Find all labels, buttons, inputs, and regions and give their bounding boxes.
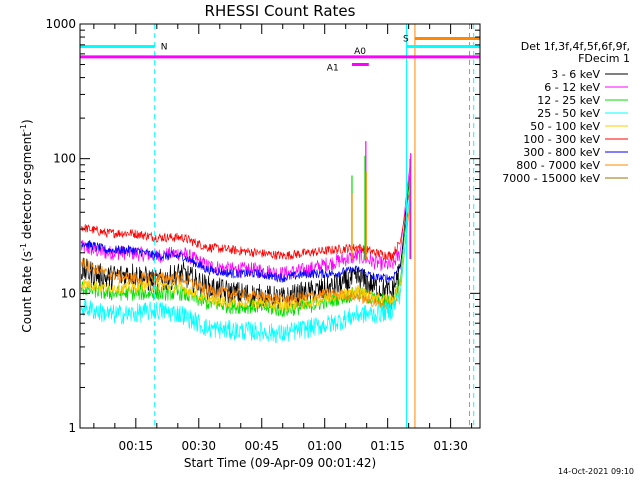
legend-header-0: Det 1f,3f,4f,5f,6f,9f, bbox=[521, 40, 630, 53]
attenuator-label-0: A0 bbox=[354, 47, 366, 57]
series-line-4 bbox=[80, 189, 412, 312]
timestamp: 14-Oct-2021 09:10 bbox=[558, 467, 634, 476]
plot-frame bbox=[79, 23, 481, 429]
saa-label-0: S bbox=[403, 35, 409, 45]
plot-area: N A0 A1 S bbox=[80, 24, 480, 428]
x-tick-label-0: 00:15 bbox=[119, 439, 154, 453]
attenuator-label-1: A1 bbox=[327, 64, 339, 74]
chart-title: RHESSI Count Rates bbox=[205, 2, 356, 20]
x-tick-label-2: 00:45 bbox=[244, 439, 279, 453]
legend-label-1: 6 - 12 keV bbox=[544, 81, 600, 94]
y-tick-label-2: 100 bbox=[53, 152, 76, 166]
y-axis-label-part2: detector segment bbox=[20, 132, 34, 243]
night-label-0: N bbox=[161, 43, 168, 53]
legend-label-4: 50 - 100 keV bbox=[530, 120, 600, 133]
y-tick-label-3: 1000 bbox=[45, 17, 76, 31]
legend: Det 1f,3f,4f,5f,6f,9f,FDecim 1 3 - 6 keV6… bbox=[502, 40, 630, 185]
y-axis-label-part3: ) bbox=[20, 119, 34, 124]
y-tick-label-1: 10 bbox=[61, 286, 76, 300]
legend-label-0: 3 - 6 keV bbox=[551, 68, 600, 81]
x-tick-label-4: 01:15 bbox=[370, 439, 405, 453]
legend-label-5: 100 - 300 keV bbox=[523, 133, 600, 146]
y-axis-label-sup2: -1 bbox=[19, 124, 28, 132]
y-tick-label-0: 1 bbox=[68, 421, 76, 435]
series-line-7 bbox=[80, 199, 412, 311]
series-line-5 bbox=[80, 188, 411, 262]
y-axis: 1 10 100 1000 bbox=[45, 17, 480, 435]
x-tick-label-1: 00:30 bbox=[181, 439, 216, 453]
x-tick-label-5: 01:30 bbox=[433, 439, 468, 453]
y-axis-label-sup1: -1 bbox=[19, 243, 28, 251]
x-axis: 00:15 00:30 00:45 01:00 01:15 01:30 bbox=[93, 24, 473, 453]
series-line-6 bbox=[80, 194, 412, 283]
series-line-0 bbox=[80, 165, 412, 311]
legend-label-3: 25 - 50 keV bbox=[537, 107, 600, 120]
legend-label-7: 800 - 7000 keV bbox=[516, 159, 600, 172]
legend-label-2: 12 - 25 keV bbox=[537, 94, 600, 107]
legend-label-6: 300 - 800 keV bbox=[523, 146, 600, 159]
x-axis-label: Start Time (09-Apr-09 00:01:42) bbox=[184, 456, 376, 470]
series-line-3 bbox=[80, 180, 412, 344]
legend-header-1: FDecim 1 bbox=[578, 52, 630, 65]
y-axis-label-part1: Count Rate (s bbox=[20, 251, 34, 333]
x-tick-label-3: 01:00 bbox=[307, 439, 342, 453]
y-axis-label: Count Rate (s-1 detector segment-1) bbox=[19, 119, 34, 332]
legend-label-8: 7000 - 15000 keV bbox=[502, 172, 600, 185]
